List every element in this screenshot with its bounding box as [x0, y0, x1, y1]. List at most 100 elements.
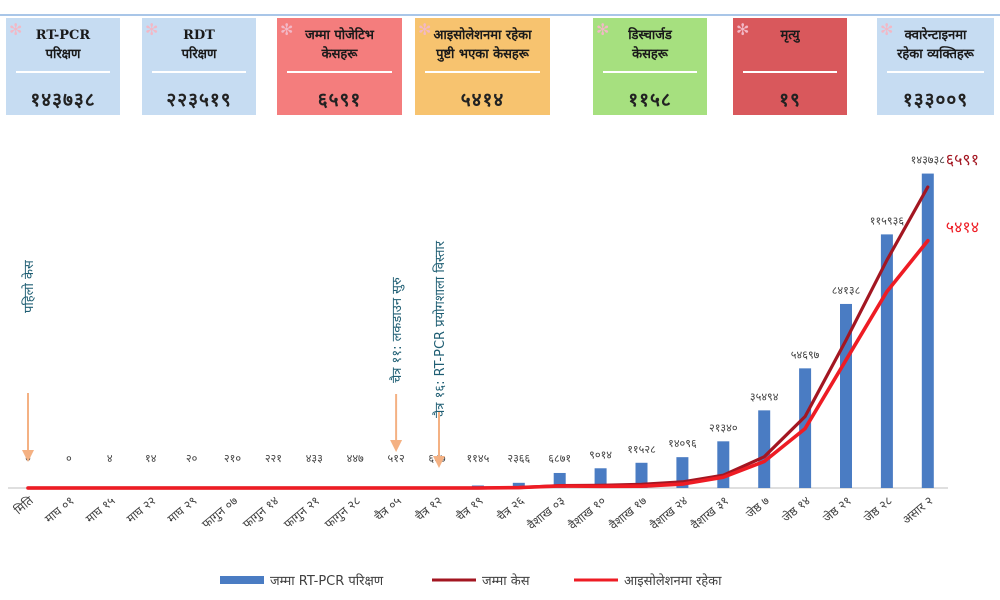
bar-value-label: १४३७३८ — [911, 154, 946, 167]
top-divider-line — [0, 14, 1000, 16]
annotation-text: पहिलो केस — [21, 260, 37, 313]
x-tick-label: वैशाख १७ — [607, 494, 650, 533]
x-tick-label: माघ २२ — [124, 494, 159, 526]
card-separator — [287, 71, 392, 73]
bar-value-label: २२१ — [265, 452, 282, 465]
bar-value-label: ३५४९४ — [750, 390, 779, 403]
bar-17 — [717, 441, 730, 488]
card-2: ✻ जम्मा पोजेटिभ केसहरू ६५९१ — [277, 18, 402, 115]
bar-value-label: ११५२८ — [627, 443, 656, 456]
bar-20 — [840, 303, 852, 488]
bar-value-label: ११५९३६ — [870, 214, 905, 227]
card-value: ५४१४ — [460, 89, 505, 111]
bar-21 — [880, 234, 893, 488]
card-value: ११५८ — [628, 89, 672, 111]
card-label: डिस्चार्जड केसहरू — [628, 28, 672, 62]
bar-value-label: ५४६९७ — [791, 348, 820, 361]
snowflake-icon: ✻ — [880, 20, 894, 39]
x-tick-label: वैशाख ३१ — [688, 494, 731, 533]
line-series-2 — [26, 238, 930, 490]
bar-18 — [758, 410, 771, 488]
annotation-arrow-head — [22, 450, 34, 462]
x-tick-label: चैत्र १२ — [413, 494, 445, 524]
bar-value-label: २१३४० — [709, 421, 738, 434]
x-tick-label: माघ १५ — [83, 494, 118, 526]
card-4: ✻ डिस्चार्जड केसहरू ११५८ — [593, 18, 707, 115]
bar-value-label: ४३३ — [306, 452, 323, 465]
bar-12 — [512, 482, 525, 488]
annotation-arrow-head — [390, 440, 403, 452]
card-label: क्वारेन्टाइनमा रहेका व्यक्तिहरू — [897, 28, 974, 62]
legend-swatch-0 — [220, 576, 264, 584]
card-6: ✻ क्वारेन्टाइनमा रहेका व्यक्तिहरू १३३००९ — [877, 18, 994, 115]
x-tick-label: वैशाख १० — [566, 494, 609, 533]
card-value: १३३००९ — [902, 89, 969, 111]
x-tick-label: फागुन २८ — [322, 494, 364, 533]
bar-value-label: ४४७ — [347, 452, 364, 465]
bar-value-label: ४ — [107, 452, 113, 465]
card-value: १४३७३८ — [30, 89, 96, 111]
annotation-text: चैत्र १६: RT-PCR प्रयोगशाला विस्तार — [432, 240, 448, 418]
bar-value-label: २३६६ — [507, 452, 530, 465]
bar-value-label: ११४५ — [466, 452, 489, 465]
bar-value-label: १४ — [145, 452, 157, 465]
card-label: आइसोलेशनमा रहेका पुष्टी भएका केसहरू — [433, 28, 532, 62]
card-value: ६५९१ — [317, 89, 362, 111]
x-tick-label: जेष्ठ २८ — [861, 494, 895, 525]
card-1: ✻ RDT परिक्षण २२३५१९ — [142, 18, 256, 115]
x-tick-label: फागुन २१ — [281, 494, 323, 533]
x-tick-label: चैत्र ०५ — [372, 494, 404, 524]
bar-value-label: १४०९६ — [668, 437, 697, 450]
legend-label-2: आइसोलेशनमा रहेका — [624, 573, 722, 589]
x-tick-label: जेष्ठ १४ — [779, 494, 813, 525]
legend-label-1: जम्मा केस — [482, 573, 530, 589]
line-end-label: ६५९१ — [946, 150, 979, 169]
bar-value-label: २१० — [224, 452, 241, 465]
x-tick-label: मिति — [11, 493, 36, 517]
card-label: मृत्यु — [780, 28, 800, 43]
x-tick-label: वैशाख २४ — [648, 494, 691, 533]
x-tick-label: असार २ — [900, 494, 936, 527]
card-value: २२३५१९ — [166, 89, 232, 111]
card-label: RDT परिक्षण — [181, 28, 217, 62]
bar-value-label: ९०१४ — [589, 448, 612, 461]
x-tick-label: माघ २९ — [165, 494, 200, 526]
card-separator — [603, 71, 697, 73]
card-5: ✻ मृत्यु १९ — [733, 18, 847, 115]
x-tick-label: वैशाख ०३ — [525, 494, 568, 533]
line-end-label: ५४१४ — [946, 218, 979, 237]
card-separator — [425, 71, 540, 73]
x-tick-label: चैत्र १९ — [453, 494, 485, 524]
x-tick-label: चैत्र २६ — [494, 494, 526, 524]
x-tick-label: जेष्ठ ७ — [743, 494, 772, 521]
card-separator — [743, 71, 837, 73]
snowflake-icon: ✻ — [145, 20, 159, 39]
x-tick-label: फागुन १४ — [240, 494, 282, 533]
bar-value-label: ० — [66, 452, 72, 465]
card-separator — [887, 71, 984, 73]
legend-label-0: जम्मा RT-PCR परिक्षण — [270, 573, 384, 589]
card-label: RT-PCR परिक्षण — [35, 28, 91, 62]
bar-value-label: ८४१३८ — [832, 284, 861, 297]
bar-15 — [635, 462, 648, 488]
annotation-text: चैत्र ११: लकडाउन सुरु — [389, 277, 405, 383]
bar-value-label: २० — [186, 452, 198, 465]
snowflake-icon: ✻ — [280, 20, 294, 39]
x-tick-label: फागुन ०७ — [199, 494, 241, 533]
x-tick-label: माघ ०१ — [42, 494, 77, 526]
card-0: ✻ RT-PCR परिक्षण १४३७३८ — [6, 18, 120, 115]
bar-22 — [921, 173, 934, 488]
snowflake-icon: ✻ — [9, 20, 23, 39]
card-value: १९ — [779, 89, 801, 111]
bar-value-label: ६८७१ — [548, 452, 571, 465]
snowflake-icon: ✻ — [596, 20, 610, 39]
card-3: ✻ आइसोलेशनमा रहेका पुष्टी भएका केसहरू ५४१४ — [415, 18, 550, 115]
x-tick-label: जेष्ठ २१ — [820, 494, 854, 525]
line-series-1 — [26, 185, 930, 490]
annotation-arrow-head — [433, 456, 445, 468]
card-separator — [152, 71, 246, 73]
covid-trend-chart: ००४१४२०२१०२२१४३३४४७५१२६८७११४५२३६६६८७१९०१… — [8, 150, 979, 589]
card-separator — [16, 71, 110, 73]
snowflake-icon: ✻ — [418, 20, 432, 39]
snowflake-icon: ✻ — [736, 20, 750, 39]
